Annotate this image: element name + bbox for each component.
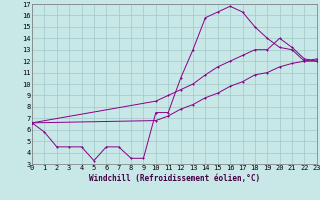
X-axis label: Windchill (Refroidissement éolien,°C): Windchill (Refroidissement éolien,°C) — [89, 174, 260, 183]
